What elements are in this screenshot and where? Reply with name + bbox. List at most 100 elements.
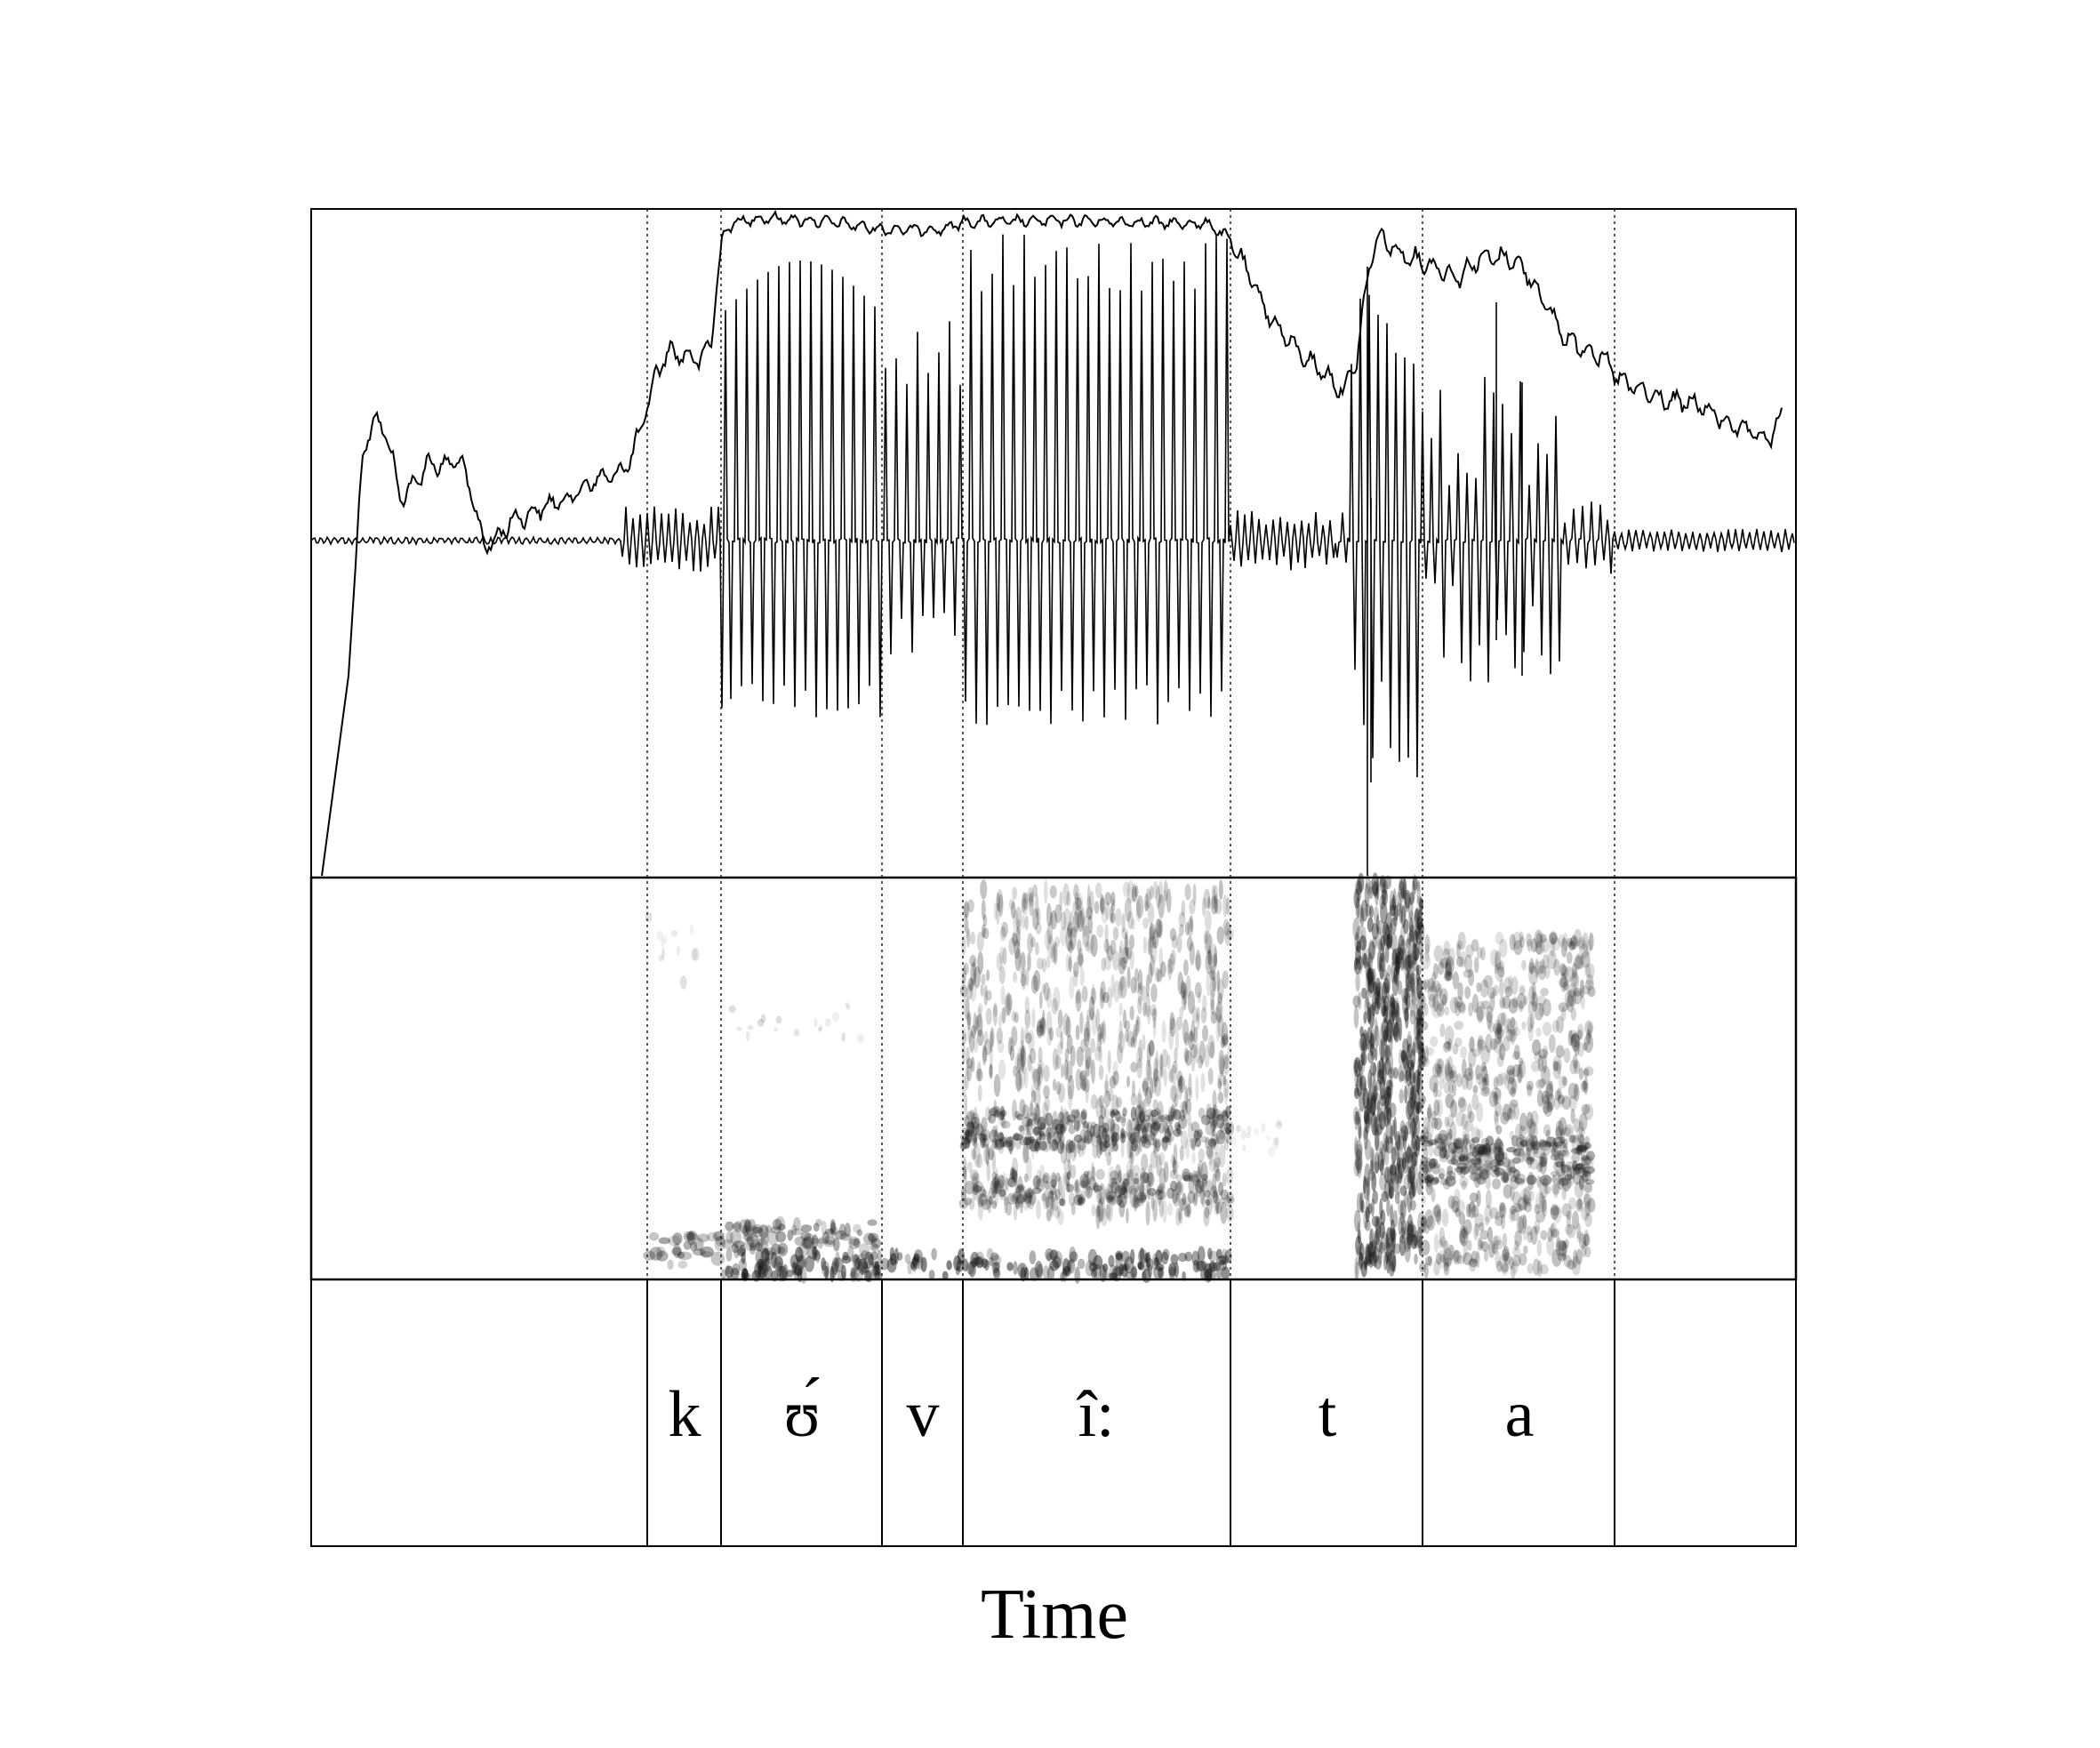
spectrogram-cell	[1575, 953, 1582, 970]
spectrogram-cell	[1003, 1196, 1009, 1207]
spectrogram-cell	[1039, 1018, 1046, 1030]
spectrogram-cell	[1399, 1048, 1404, 1068]
spectrogram-cell	[1203, 888, 1211, 910]
spectrogram-cell	[1399, 878, 1403, 891]
spectrogram-cell	[1142, 1077, 1149, 1096]
spectrogram-cell	[1036, 958, 1044, 970]
spectrogram-cell	[977, 951, 984, 974]
spectrogram-cell	[1222, 1078, 1230, 1098]
spectrogram-cell	[700, 1246, 714, 1258]
spectrogram-cell	[1174, 1121, 1181, 1131]
spectrogram-cell	[1137, 1123, 1142, 1132]
spectrogram-cell	[1086, 1014, 1090, 1038]
spectrogram-cell	[1407, 1030, 1412, 1052]
spectrogram-cell	[989, 1030, 994, 1053]
spectrogram-cell	[1041, 1192, 1047, 1202]
spectrogram-cell	[1160, 1251, 1169, 1265]
spectrogram-cell	[1206, 1107, 1216, 1120]
spectrogram-cell	[1446, 1066, 1454, 1085]
spectrogram-cell	[1419, 920, 1424, 934]
spectrogram-cell	[980, 1128, 990, 1142]
spectrogram-cell	[1209, 1041, 1215, 1059]
spectrogram-cell	[1049, 1184, 1057, 1196]
spectrogram-cell	[1156, 1115, 1166, 1123]
spectrogram-cell	[1367, 1203, 1373, 1215]
spectrogram-cell	[1407, 1166, 1412, 1184]
spectrogram-cell	[1109, 1108, 1115, 1119]
spectrogram-cell	[1111, 1196, 1116, 1205]
spectrogram-cell	[1176, 934, 1182, 953]
spectrogram-cell	[1065, 1139, 1074, 1154]
spectrogram-cell	[1173, 1109, 1182, 1120]
spectrogram-cell	[964, 1128, 970, 1140]
spectrogram-cell	[1214, 1137, 1220, 1156]
spectrogram-cell	[1085, 1260, 1095, 1277]
spectrogram-cell	[980, 983, 984, 997]
spectrogram-cell	[971, 1175, 979, 1201]
spectrogram-cell	[1113, 980, 1120, 1003]
spectrogram-cell	[1528, 1135, 1538, 1147]
spectrogram-cell	[1081, 1176, 1089, 1190]
spectrogram-cell	[725, 1265, 733, 1279]
spectrogram-cell	[1398, 1158, 1405, 1180]
spectrogram-cell	[1168, 1266, 1175, 1280]
spectrogram-cell	[1204, 930, 1208, 944]
spectrogram-cell	[1216, 997, 1223, 1022]
spectrogram-cell	[1033, 1141, 1041, 1151]
spectrogram-cell	[1578, 1067, 1584, 1080]
spectrogram-cell	[1185, 1138, 1190, 1159]
spectrogram-cell	[854, 1257, 862, 1271]
spectrogram-cell	[904, 1254, 911, 1264]
spectrogram-cell	[1377, 939, 1383, 952]
spectrogram-cell	[1410, 971, 1415, 993]
spectrogram-cell	[1108, 1193, 1115, 1202]
spectrogram-cell	[1563, 981, 1569, 991]
spectrogram-cell	[966, 1013, 971, 1030]
spectrogram-cell	[1368, 1034, 1375, 1049]
spectrogram-cell	[998, 1111, 1005, 1121]
spectrogram-cell	[1221, 1266, 1230, 1280]
spectrogram-cell	[963, 901, 970, 918]
spectrogram-cell	[1205, 1199, 1211, 1207]
spectrogram-cell	[1371, 922, 1379, 940]
spectrogram-cell	[1385, 925, 1391, 941]
spectrogram-cell	[1202, 1024, 1208, 1042]
spectrogram-cell	[1217, 1092, 1224, 1104]
spectrogram-cell	[998, 894, 1004, 918]
spectrogram-cell	[645, 911, 653, 923]
spectrogram-cell	[1205, 1179, 1213, 1193]
spectrogram-cell	[1133, 1165, 1141, 1176]
spectrogram-cell	[1457, 1096, 1466, 1108]
spectrogram-cell	[1107, 986, 1112, 1009]
spectrogram-cell	[1101, 1207, 1108, 1227]
spectrogram-cell	[1046, 1132, 1052, 1144]
spectrogram-cell	[1158, 1152, 1166, 1166]
spectrogram-cell	[1072, 961, 1079, 978]
spectrogram-cell	[958, 1198, 968, 1209]
spectrogram-cell	[1089, 1006, 1094, 1021]
spectrogram-cell	[1360, 1261, 1367, 1278]
spectrogram-cell	[1122, 1107, 1127, 1117]
spectrogram-cell	[1211, 943, 1218, 968]
spectrogram-cell	[973, 1120, 980, 1136]
spectrogram-cell	[968, 1120, 974, 1134]
spectrogram-cell	[1358, 991, 1362, 1010]
spectrogram-cell	[1225, 1122, 1230, 1144]
spectrogram-cell	[1550, 1170, 1560, 1177]
spectrogram-cell	[1085, 1185, 1093, 1199]
spectrogram-cell	[1379, 1038, 1386, 1061]
spectrogram-cell	[1133, 1187, 1139, 1202]
spectrogram-cell	[1454, 1021, 1464, 1030]
spectrogram-cell	[1383, 1045, 1389, 1063]
spectrogram-cell	[1035, 942, 1039, 956]
spectrogram-cell	[997, 1179, 1004, 1192]
spectrogram-cell	[1190, 1121, 1200, 1133]
spectrogram-cell	[1086, 930, 1094, 954]
spectrogram-cell	[1074, 897, 1083, 910]
spectrogram-cell	[1012, 1099, 1017, 1121]
spectrogram-cell	[1222, 1109, 1229, 1122]
spectrogram-cell	[1178, 1209, 1183, 1224]
spectrogram-cell	[1172, 1157, 1176, 1175]
spectrogram-cell	[1527, 1263, 1534, 1274]
spectrogram-cell	[1172, 1192, 1181, 1207]
